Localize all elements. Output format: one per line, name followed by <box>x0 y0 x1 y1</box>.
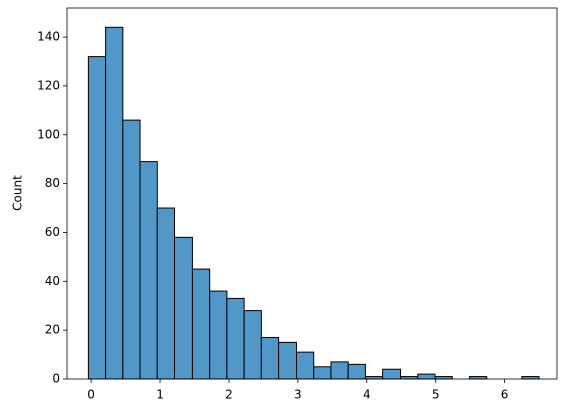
x-tick-label: 1 <box>156 388 164 402</box>
x-tick-label: 5 <box>432 388 440 402</box>
y-tick-label: 140 <box>37 30 60 44</box>
x-tick-label: 6 <box>501 388 509 402</box>
y-axis-label: Count <box>11 175 25 211</box>
y-tick-label: 80 <box>45 176 60 190</box>
bar <box>174 236 193 380</box>
bar <box>347 363 366 380</box>
bar <box>417 373 436 380</box>
y-tick-label: 20 <box>45 323 60 337</box>
bar <box>191 268 211 380</box>
y-tick-label: 40 <box>45 274 60 288</box>
bar <box>122 119 141 380</box>
bar <box>278 341 297 380</box>
bar <box>330 361 349 380</box>
bar <box>313 366 332 380</box>
bar <box>156 207 176 380</box>
y-tick-label: 60 <box>45 225 60 239</box>
plot-frame <box>66 7 558 380</box>
bar <box>382 368 402 380</box>
bar <box>260 336 280 380</box>
y-tick-label: 0 <box>52 372 60 386</box>
bar <box>226 297 245 380</box>
bar <box>295 351 315 380</box>
bar <box>139 161 158 380</box>
y-tick-label: 120 <box>37 78 60 92</box>
x-tick-label: 3 <box>294 388 302 402</box>
bar <box>105 26 124 380</box>
bar <box>87 56 107 380</box>
x-tick-label: 4 <box>363 388 371 402</box>
x-tick-label: 2 <box>225 388 233 402</box>
bar <box>209 290 228 380</box>
x-tick-label: 0 <box>87 388 95 402</box>
y-tick-label: 100 <box>37 127 60 141</box>
bar <box>243 310 262 380</box>
